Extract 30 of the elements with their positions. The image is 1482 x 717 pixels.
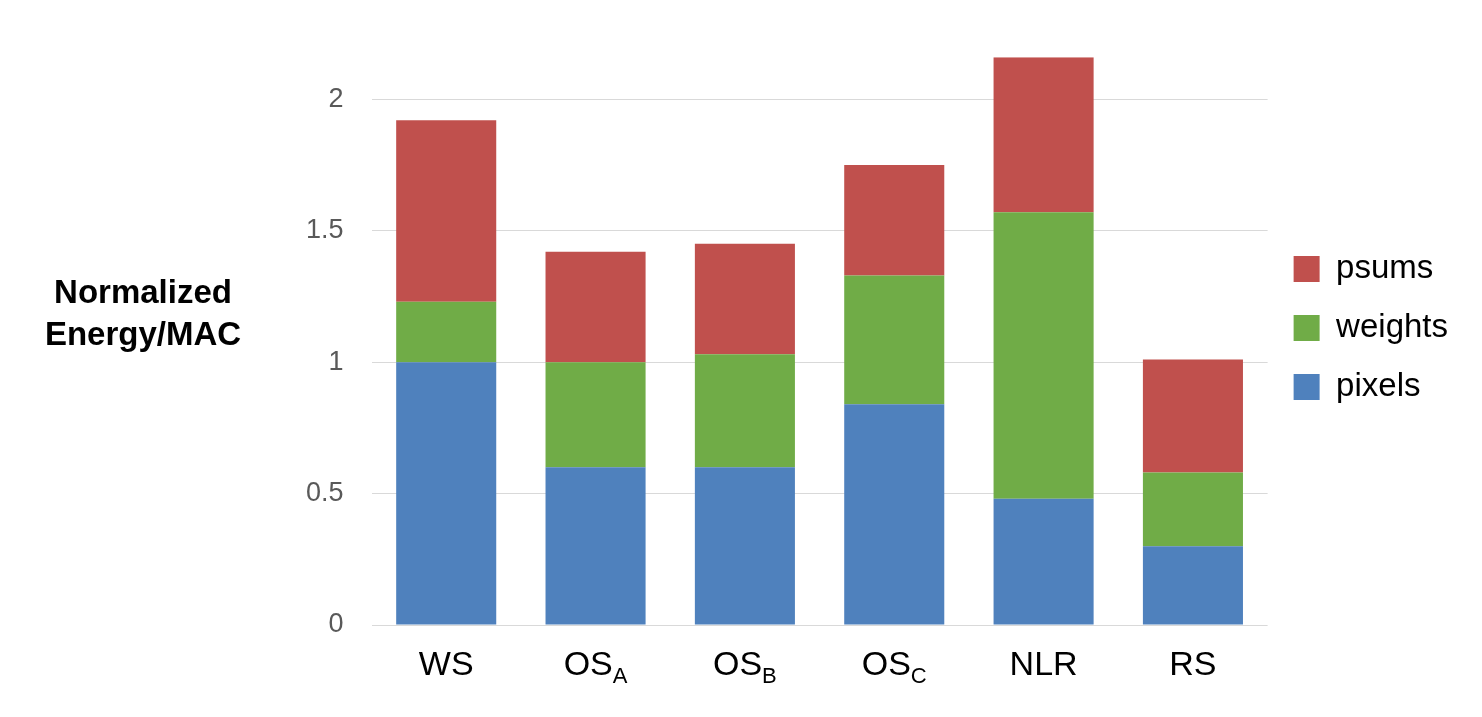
y-tick-label: 0.5 [305,477,344,508]
legend-label: weights [1335,307,1448,345]
bar [545,467,646,625]
bar [1142,359,1243,473]
bar [993,57,1094,213]
y-tick-label: 2 [328,82,344,113]
bar [1142,546,1243,625]
bar [993,498,1094,625]
bar [396,120,497,302]
x-tick-label: WS [418,644,474,682]
bar [545,362,646,468]
legend-label: psums [1336,248,1434,286]
bar [396,362,497,625]
bar [396,301,497,363]
y-axis-title: Normalized Energy/MAC [43,272,243,354]
bar [844,164,945,276]
bar [844,404,945,625]
y-tick-label: 1 [328,345,344,376]
bar [844,275,945,405]
bar [694,243,795,355]
bar [993,212,1094,499]
legend-label: pixels [1336,366,1421,404]
bar [1142,472,1243,547]
y-tick-label: 0 [328,608,344,639]
x-tick-label: RS [1169,644,1217,682]
bar [694,354,795,468]
x-tick-label: NLR [1009,644,1078,682]
y-tick-label: 1.5 [305,214,344,245]
bar [545,251,646,363]
bar [694,467,795,625]
